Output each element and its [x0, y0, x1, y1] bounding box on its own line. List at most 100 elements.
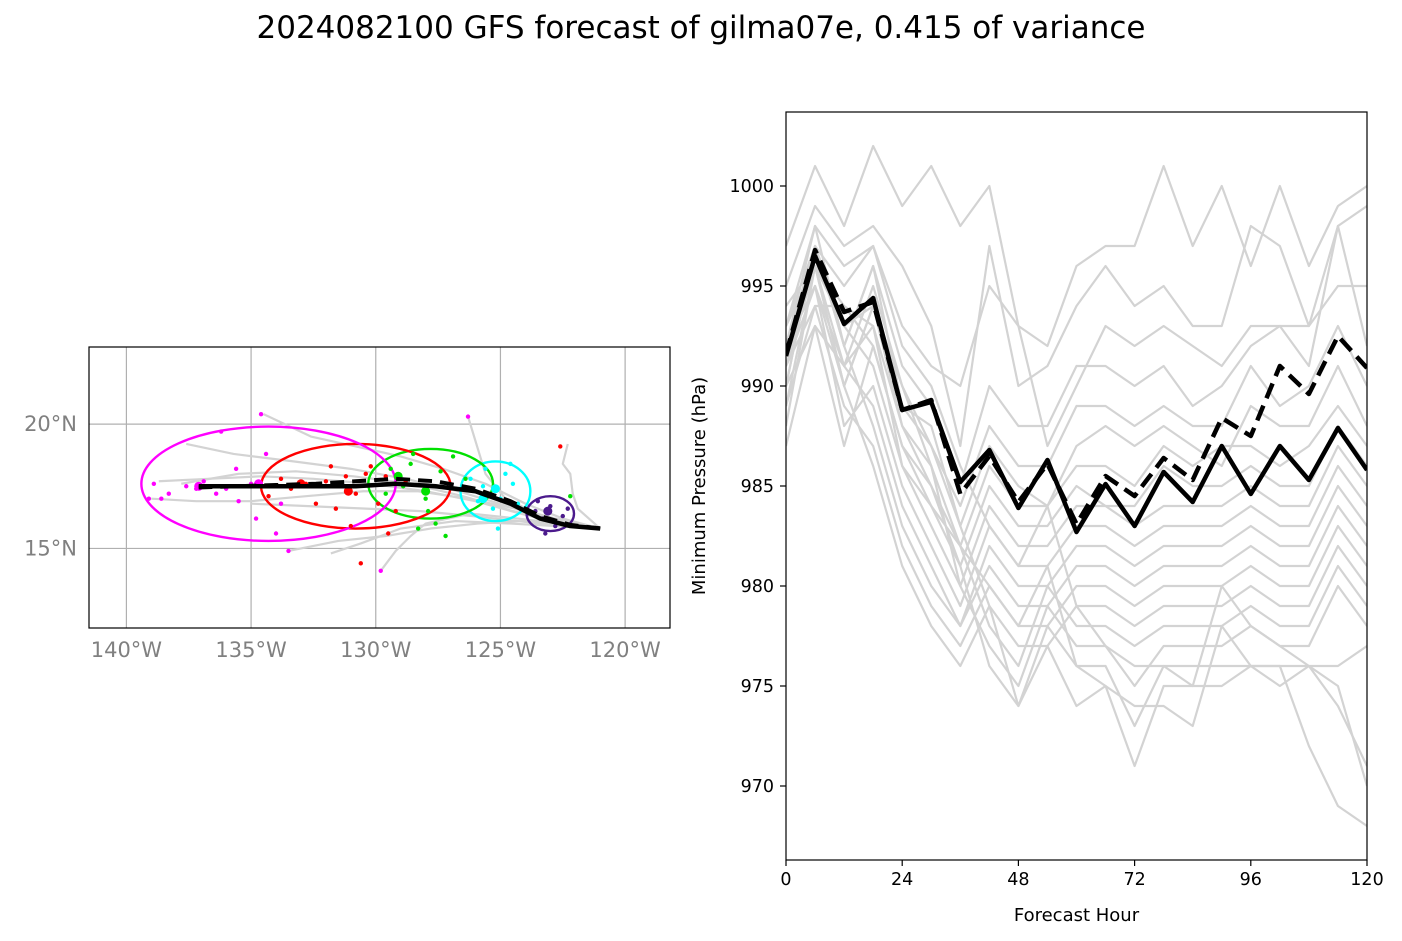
- member-position-point: [558, 444, 563, 449]
- member-position-point: [376, 501, 381, 506]
- map-lon-tick-label: 120°W: [589, 638, 661, 662]
- map-plot-area: [89, 347, 670, 628]
- member-position-point: [490, 506, 496, 511]
- member-position-point: [313, 501, 319, 506]
- member-position-point: [383, 491, 388, 496]
- ensemble-pressure-line: [786, 144, 1367, 348]
- member-position-point: [408, 461, 413, 467]
- member-position-point: [438, 469, 443, 474]
- member-position-point: [450, 454, 456, 459]
- ensemble-pressure-line: [786, 224, 1367, 448]
- member-position-point: [146, 496, 152, 501]
- map-lon-tick-label: 125°W: [465, 638, 537, 662]
- member-position-point: [151, 481, 157, 486]
- ensemble-pressure-line: [786, 264, 1367, 588]
- member-position-point: [560, 513, 565, 519]
- pressure-x-tick-label: 0: [780, 870, 791, 890]
- member-position-point: [510, 481, 516, 486]
- member-position-point: [286, 548, 291, 554]
- member-position-point: [565, 506, 570, 511]
- member-position-point: [388, 466, 393, 472]
- member-position-point: [253, 516, 259, 521]
- ensemble-pressure-line: [786, 264, 1367, 728]
- member-position-point: [323, 479, 329, 484]
- member-position-point: [263, 451, 269, 457]
- ensemble-pressure-line: [786, 224, 1367, 827]
- member-position-point: [201, 479, 206, 484]
- member-position-point: [343, 474, 349, 479]
- ensemble-track-line: [561, 443, 601, 530]
- ensemble-pressure-line: [786, 324, 1367, 628]
- pressure-x-tick-label: 96: [1240, 870, 1262, 890]
- member-position-point: [213, 491, 219, 496]
- member-position-point: [358, 561, 363, 566]
- pressure-y-tick-label: 970: [741, 777, 774, 797]
- member-position-point: [273, 531, 279, 536]
- figure-title: 2024082100 GFS forecast of gilma07e, 0.4…: [256, 10, 1146, 46]
- track-map-panel: 140°W 135°W 130°W 125°W 120°W 15°N 20°N: [24, 346, 671, 662]
- member-position-point: [393, 508, 398, 514]
- ensemble-mean-track-line: [198, 481, 601, 531]
- map-lon-tick-label: 140°W: [91, 638, 163, 662]
- member-position-point: [468, 476, 473, 481]
- member-position-point: [166, 491, 171, 496]
- pressure-y-tick-label: 1000: [729, 177, 774, 197]
- ensemble-pressure-line: [786, 284, 1367, 668]
- member-mean-position-point: [543, 506, 553, 516]
- member-position-point: [348, 523, 354, 529]
- member-position-point: [483, 466, 488, 472]
- member-position-point: [378, 568, 383, 574]
- deterministic-pressure-line: [786, 247, 1367, 527]
- member-position-point: [465, 414, 471, 419]
- member-position-point: [278, 476, 284, 481]
- member-position-point: [553, 523, 558, 529]
- member-position-point: [535, 498, 541, 504]
- member-position-point: [328, 464, 334, 469]
- map-lat-tick-label: 15°N: [24, 536, 77, 560]
- member-mean-position-point: [421, 486, 431, 496]
- pressure-y-tick-label: 995: [741, 277, 774, 297]
- ensemble-track-line: [251, 502, 601, 530]
- member-position-point: [423, 496, 428, 501]
- pressure-y-tick-label: 990: [741, 377, 774, 397]
- ensemble-pressure-line: [786, 244, 1367, 628]
- ensemble-pressure-line: [786, 224, 1367, 488]
- member-position-point: [159, 496, 164, 501]
- map-lat-tick-label: 20°N: [24, 412, 77, 436]
- member-mean-position-point: [490, 484, 500, 494]
- pressure-timeseries-panel: 0 24 48 72 96 120 970 975 980 985 990 995 1000 Foreca…: [689, 111, 1384, 926]
- member-position-point: [480, 484, 486, 489]
- member-position-point: [543, 531, 548, 536]
- pressure-y-axis-label: Minimum Pressure (hPa): [689, 377, 710, 595]
- ensemble-mean-pressure-line: [786, 253, 1367, 535]
- member-position-point: [368, 464, 373, 469]
- member-position-point: [415, 526, 421, 531]
- member-position-point: [568, 494, 573, 499]
- member-position-point: [218, 429, 224, 434]
- map-lon-tick-label: 130°W: [340, 638, 412, 662]
- member-position-point: [503, 471, 508, 477]
- member-position-point: [353, 491, 359, 496]
- member-position-point: [258, 411, 264, 417]
- member-position-point: [333, 506, 339, 511]
- member-position-point: [236, 498, 241, 504]
- pressure-plot-area: [786, 144, 1367, 827]
- member-position-point: [443, 533, 448, 539]
- map-frame: [88, 346, 671, 629]
- member-position-point: [463, 476, 468, 481]
- pressure-y-tick-label: 975: [741, 677, 774, 697]
- member-position-point: [508, 461, 513, 467]
- pressure-y-tick-label: 985: [741, 477, 774, 497]
- member-position-point: [363, 471, 368, 477]
- pressure-x-tick-label: 48: [1007, 870, 1029, 890]
- ensemble-pressure-line: [786, 204, 1367, 448]
- pressure-x-tick-label: 24: [891, 870, 913, 890]
- ensemble-pressure-line: [786, 304, 1367, 648]
- member-position-point: [495, 526, 501, 531]
- pressure-x-tick-label: 72: [1123, 870, 1145, 890]
- member-position-point: [266, 494, 271, 499]
- ensemble-pressure-line: [786, 244, 1367, 767]
- pressure-x-tick-label: 120: [1350, 870, 1383, 890]
- member-position-point: [184, 484, 189, 489]
- pressure-x-axis-label: Forecast Hour: [1014, 905, 1140, 926]
